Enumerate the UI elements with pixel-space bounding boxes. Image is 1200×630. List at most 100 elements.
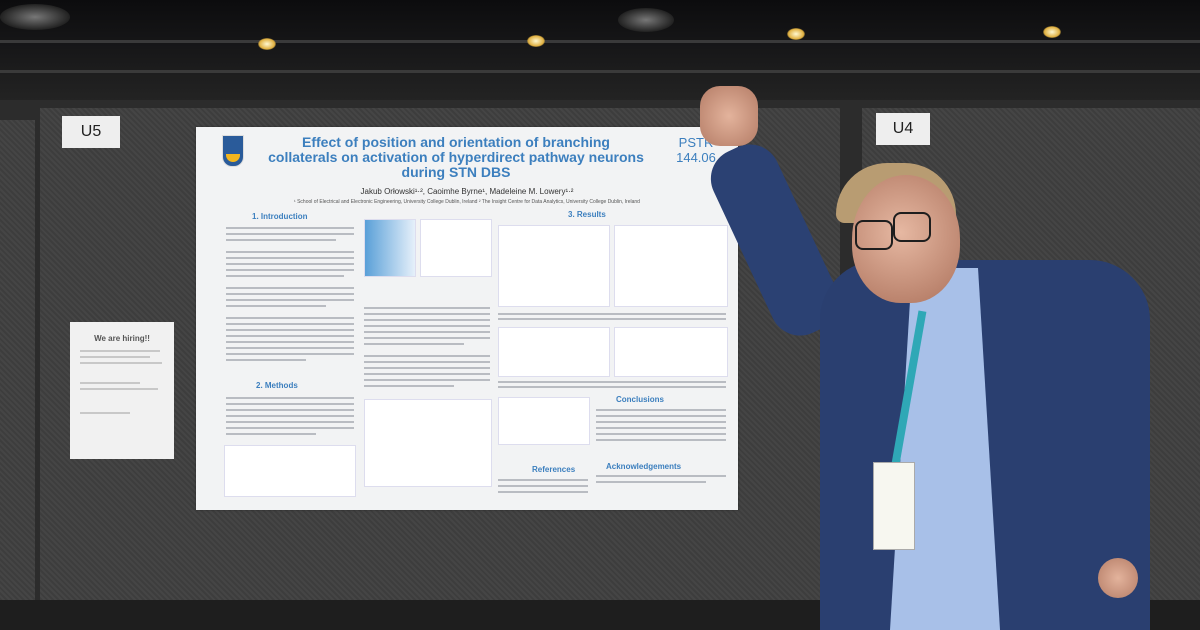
results-curve-figure	[498, 397, 590, 445]
glasses-lens-right	[893, 212, 931, 242]
text-line	[226, 427, 354, 429]
section-introduction: 1. Introduction	[252, 212, 308, 221]
ceiling-vent	[618, 8, 674, 32]
text-line	[596, 421, 726, 423]
text-line	[364, 325, 490, 327]
ceiling-vent	[0, 4, 70, 30]
glasses-lens-left	[855, 220, 893, 250]
ceiling	[0, 0, 1200, 100]
section-references: References	[532, 465, 576, 474]
neuron-figure	[420, 219, 492, 277]
text-line	[226, 415, 354, 417]
simulation-figure	[364, 399, 492, 487]
text-line	[226, 323, 354, 325]
text-line	[226, 305, 326, 307]
text-line	[596, 415, 726, 417]
text-line	[364, 385, 454, 387]
poster-board-edge	[0, 120, 35, 620]
text-line	[364, 367, 490, 369]
ceiling-truss	[0, 40, 1200, 43]
text-line	[226, 403, 354, 405]
ceiling-truss	[0, 70, 1200, 73]
ceiling-light	[258, 38, 276, 50]
results-scatter-cathodic	[614, 225, 728, 307]
text-line	[226, 299, 354, 301]
section-results: 3. Results	[568, 210, 606, 219]
flyer-text-line	[80, 350, 160, 352]
poster-authors: Jakub Orłowski¹·², Caoimhe Byrne¹, Madel…	[360, 187, 574, 196]
text-line	[226, 329, 354, 331]
text-line	[364, 361, 490, 363]
head	[852, 175, 960, 303]
results-bar-anodic	[498, 327, 610, 377]
field-figure	[364, 219, 416, 277]
text-line	[226, 287, 354, 289]
text-line	[596, 433, 726, 435]
text-line	[226, 239, 336, 241]
text-line	[226, 341, 354, 343]
text-line	[364, 313, 490, 315]
flyer-text-line	[80, 412, 130, 414]
ucd-logo	[222, 135, 244, 167]
flyer-title: We are hiring!!	[94, 334, 150, 343]
text-line	[226, 433, 316, 435]
section-methods: 2. Methods	[256, 381, 298, 390]
raised-hand	[700, 86, 758, 146]
text-line	[226, 409, 354, 411]
results-scatter-anodic	[498, 225, 610, 307]
text-line	[226, 251, 354, 253]
hand-on-hip	[1098, 558, 1138, 598]
text-line	[498, 491, 588, 493]
text-line	[226, 421, 354, 423]
text-line	[226, 263, 354, 265]
text-line	[226, 335, 354, 337]
results-bar-cathodic	[614, 327, 728, 377]
booth-tag-left: U5	[62, 116, 120, 148]
section-acknowledgements: Acknowledgements	[606, 462, 682, 471]
text-line	[364, 373, 490, 375]
text-line	[226, 293, 354, 295]
flyer-text-line	[80, 356, 150, 358]
poster-title: Effect of position and orientation of br…	[268, 134, 644, 180]
text-line	[364, 319, 490, 321]
text-line	[226, 359, 306, 361]
text-line	[226, 257, 354, 259]
text-line	[596, 409, 726, 411]
text-line	[226, 275, 344, 277]
text-line	[596, 475, 726, 477]
caption-line	[498, 318, 726, 320]
ceiling-light	[787, 28, 805, 40]
ceiling-light	[527, 35, 545, 47]
text-line	[596, 427, 726, 429]
text-line	[364, 355, 490, 357]
text-line	[226, 269, 354, 271]
text-line	[364, 307, 490, 309]
name-badge	[873, 462, 915, 550]
ceiling-light	[1043, 26, 1061, 38]
section-conclusions: Conclusions	[616, 395, 665, 404]
text-line	[498, 485, 588, 487]
caption-line	[498, 386, 726, 388]
text-line	[364, 379, 490, 381]
text-line	[226, 227, 354, 229]
flyer-text-line	[80, 382, 140, 384]
caption-line	[498, 381, 726, 383]
text-line	[498, 479, 588, 481]
hiring-flyer: We are hiring!!	[70, 322, 174, 459]
caption-line	[498, 313, 726, 315]
text-line	[364, 337, 490, 339]
poster-code-number: 144.06	[676, 150, 716, 165]
poster-affiliations: ¹ School of Electrical and Electronic En…	[294, 199, 640, 205]
research-poster: Effect of position and orientation of br…	[196, 127, 738, 510]
text-line	[226, 397, 354, 399]
methods-figure	[224, 445, 356, 497]
text-line	[226, 233, 354, 235]
flyer-text-line	[80, 362, 162, 364]
text-line	[596, 439, 726, 441]
booth-tag-right: U4	[876, 113, 930, 145]
text-line	[596, 481, 706, 483]
text-line	[226, 347, 354, 349]
text-line	[226, 317, 354, 319]
text-line	[364, 331, 490, 333]
text-line	[364, 343, 464, 345]
